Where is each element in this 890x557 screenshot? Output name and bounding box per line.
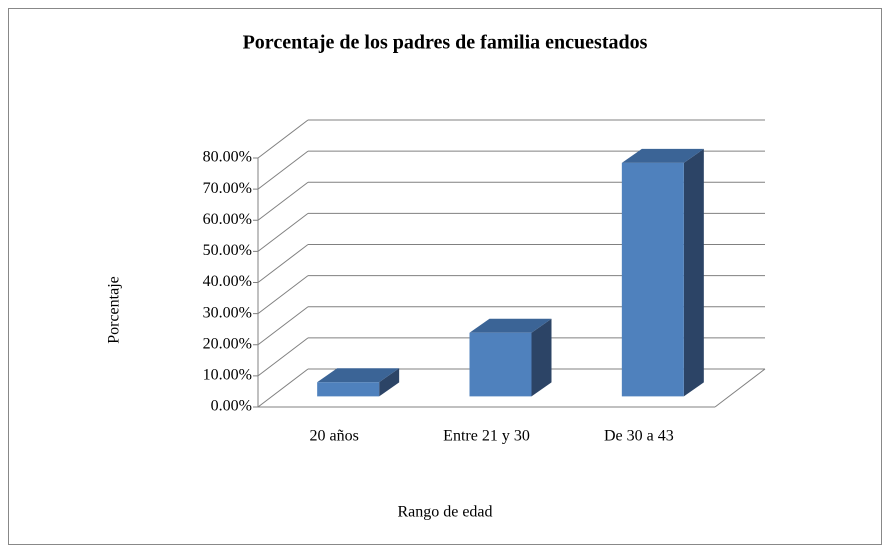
- y-tick-label: 50.00%: [203, 242, 252, 259]
- grid-line: [257, 150, 309, 190]
- grid-line: [257, 275, 309, 315]
- x-axis-label: Rango de edad: [397, 504, 492, 521]
- bar-side: [531, 318, 552, 397]
- y-tick-label: 20.00%: [203, 335, 252, 352]
- x-tick-label: Entre 21 y 30: [443, 428, 530, 445]
- bar: [621, 148, 704, 397]
- grid-line: [257, 368, 309, 408]
- grid-line: [257, 181, 309, 221]
- y-tick-label: 0.00%: [211, 398, 252, 415]
- bar-front: [469, 332, 532, 397]
- bar-top: [317, 368, 400, 383]
- x-tick-label: 20 años: [310, 428, 359, 445]
- y-axis-label: Porcentaje: [106, 276, 123, 344]
- bar: [317, 368, 400, 397]
- bar: [469, 318, 552, 397]
- y-tick-label: 10.00%: [203, 367, 252, 384]
- bar-side: [683, 148, 704, 397]
- bar-front: [317, 382, 380, 397]
- chart-title: Porcentaje de los padres de familia encu…: [243, 32, 648, 54]
- bar-top: [621, 148, 704, 163]
- grid-line: [257, 244, 309, 283]
- y-tick-label: 40.00%: [203, 273, 252, 290]
- chart-border: [8, 8, 882, 545]
- bar-side: [379, 368, 400, 397]
- y-tick-label: 60.00%: [203, 211, 252, 228]
- y-tick-label: 30.00%: [203, 304, 252, 321]
- grid-line: [257, 337, 309, 377]
- x-tick-label: De 30 a 43: [604, 428, 674, 445]
- grid-line: [257, 119, 309, 159]
- bar-top: [469, 318, 552, 333]
- grid-line: [257, 212, 309, 252]
- y-tick-label: 70.00%: [203, 180, 252, 197]
- floor-edge: [714, 368, 766, 408]
- y-tick-label: 80.00%: [203, 149, 252, 166]
- bar-front: [621, 162, 684, 397]
- grid-line: [257, 306, 309, 346]
